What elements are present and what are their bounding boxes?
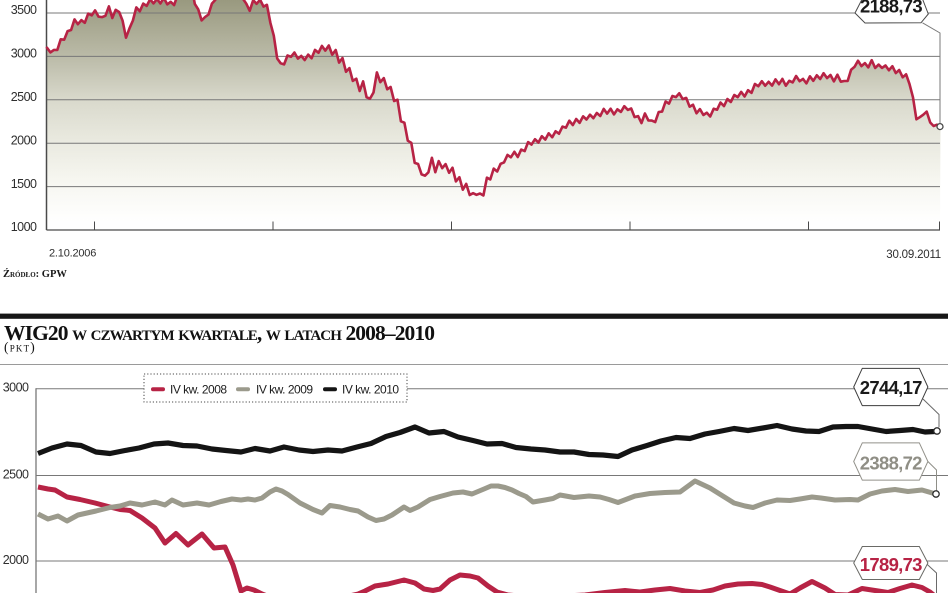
svg-text:1789,73: 1789,73 (860, 554, 922, 575)
svg-text:2744,17: 2744,17 (860, 377, 922, 398)
svg-text:2000: 2000 (3, 553, 29, 567)
svg-text:IV kw. 2009: IV kw. 2009 (256, 382, 313, 396)
svg-text:IV kw. 2008: IV kw. 2008 (170, 382, 227, 396)
svg-text:2500: 2500 (11, 90, 37, 104)
svg-text:1000: 1000 (11, 220, 37, 234)
svg-text:(pkt): (pkt) (4, 339, 36, 354)
svg-text:2000: 2000 (11, 133, 37, 147)
svg-text:2388,72: 2388,72 (860, 452, 922, 473)
svg-text:IV kw. 2010: IV kw. 2010 (342, 382, 399, 396)
svg-text:3000: 3000 (3, 381, 29, 395)
svg-text:30.09.2011: 30.09.2011 (886, 249, 941, 261)
svg-text:3000: 3000 (11, 47, 37, 61)
svg-text:Źródło: GPW: Źródło: GPW (3, 268, 67, 280)
svg-text:2500: 2500 (3, 467, 29, 481)
svg-text:1500: 1500 (11, 177, 37, 191)
svg-text:2.10.2006: 2.10.2006 (49, 248, 96, 260)
svg-text:WIG20 w czwartym kwartale, w l: WIG20 w czwartym kwartale, w latach 2008… (4, 321, 434, 345)
svg-text:3500: 3500 (11, 3, 37, 17)
svg-text:2188,73: 2188,73 (860, 0, 922, 17)
